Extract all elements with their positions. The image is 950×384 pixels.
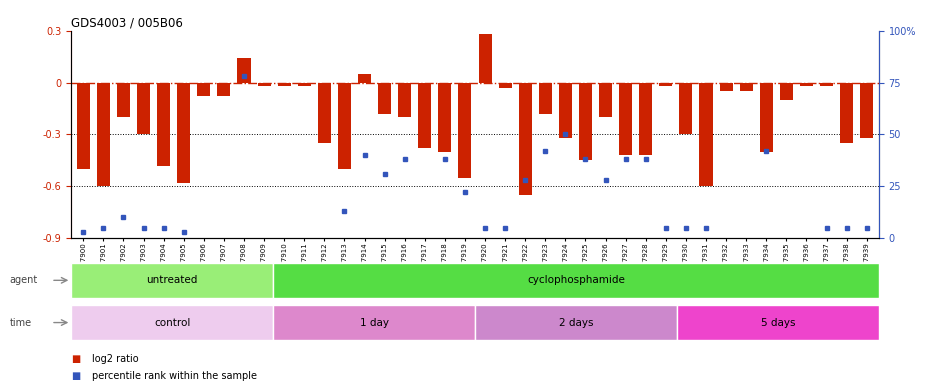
Bar [97, 83, 110, 186]
Bar [378, 83, 391, 114]
Bar [679, 83, 693, 134]
Text: untreated: untreated [146, 275, 198, 285]
Bar [71, 305, 274, 340]
Bar [137, 83, 150, 134]
Bar [639, 83, 653, 155]
Bar [178, 83, 190, 183]
Text: cyclophosphamide: cyclophosphamide [527, 275, 625, 285]
Text: 1 day: 1 day [359, 318, 389, 328]
Bar [719, 83, 732, 91]
Bar [77, 83, 90, 169]
Bar [780, 83, 793, 100]
Bar [277, 83, 291, 86]
Bar [117, 83, 130, 117]
Bar [499, 83, 512, 88]
Bar [820, 83, 833, 86]
Bar [676, 305, 879, 340]
Bar [699, 83, 712, 186]
Bar [760, 83, 772, 152]
Bar [539, 83, 552, 114]
Bar [257, 83, 271, 86]
Text: control: control [154, 318, 190, 328]
Text: ■: ■ [71, 371, 81, 381]
Bar [559, 83, 572, 138]
Bar [274, 305, 475, 340]
Text: 5 days: 5 days [761, 318, 795, 328]
Bar [274, 263, 879, 298]
Bar [218, 83, 231, 96]
Bar [398, 83, 411, 117]
Bar [238, 58, 251, 83]
Bar [619, 83, 632, 155]
Bar [860, 83, 873, 138]
Bar [479, 34, 491, 83]
Bar [418, 83, 431, 148]
Bar [599, 83, 612, 117]
Bar [318, 83, 331, 143]
Text: agent: agent [10, 275, 38, 285]
Text: log2 ratio: log2 ratio [92, 354, 139, 364]
Bar [198, 83, 210, 96]
Bar [338, 83, 351, 169]
Text: time: time [10, 318, 31, 328]
Text: 2 days: 2 days [559, 318, 593, 328]
Bar [659, 83, 673, 86]
Bar [519, 83, 532, 195]
Bar [800, 83, 813, 86]
Bar [459, 83, 471, 177]
Text: GDS4003 / 005B06: GDS4003 / 005B06 [71, 17, 183, 30]
Bar [157, 83, 170, 166]
Text: ■: ■ [71, 354, 81, 364]
Bar [358, 74, 371, 83]
Text: percentile rank within the sample: percentile rank within the sample [92, 371, 257, 381]
Bar [297, 83, 311, 86]
Bar [579, 83, 592, 160]
Bar [740, 83, 752, 91]
Bar [438, 83, 451, 152]
Bar [840, 83, 853, 143]
Bar [71, 263, 274, 298]
Bar [475, 305, 676, 340]
